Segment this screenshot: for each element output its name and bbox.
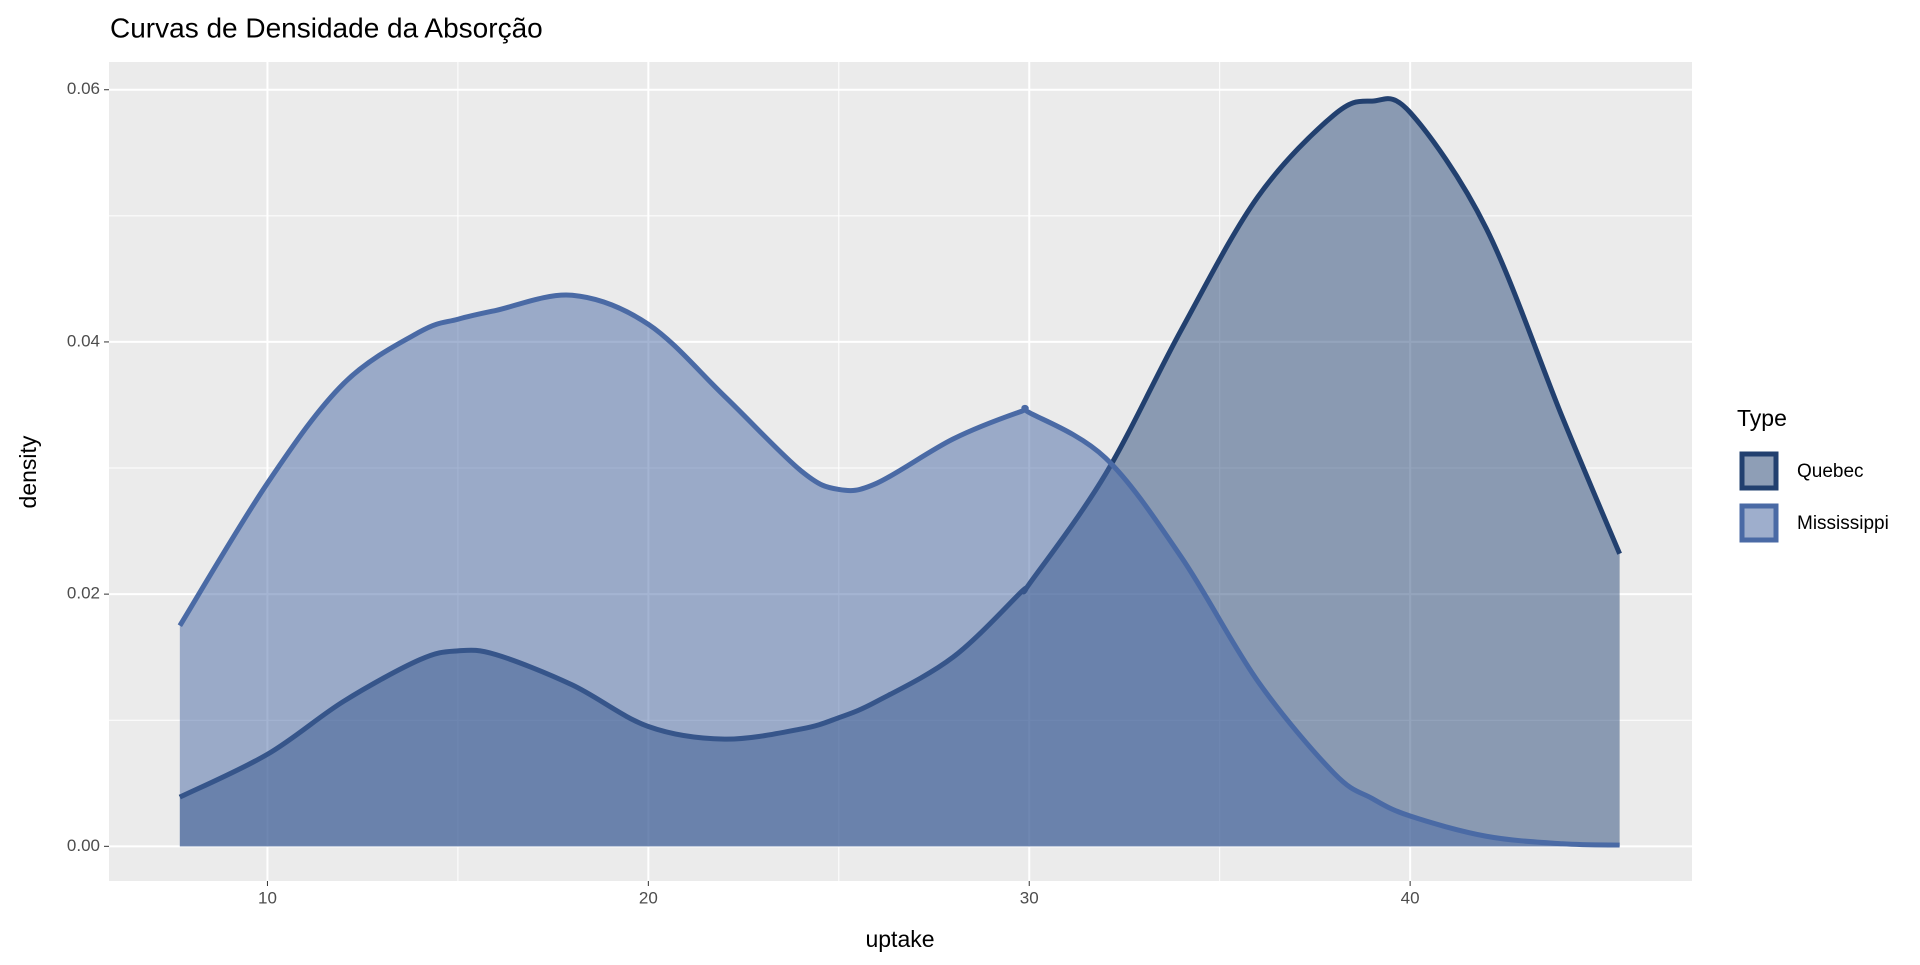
density-area [179,295,1620,847]
density-area [179,98,1620,847]
x-tick-label: 40 [1401,888,1420,907]
y-tick-label: 0.06 [67,79,100,98]
x-tick-label: 20 [639,888,658,907]
legend-label: Quebec [1797,461,1864,482]
chart-title: Curvas de Densidade da Absorção [110,12,543,43]
y-tick-label: 0.00 [67,836,100,855]
legend-swatch [1739,451,1779,491]
y-tick-label: 0.04 [67,331,100,350]
legend-swatch [1739,503,1779,543]
density-line [177,292,1620,848]
x-tick-label: 10 [258,888,277,907]
x-axis-title: uptake [865,926,934,952]
y-axis-title: density [15,435,41,508]
x-tick-label: 30 [1020,888,1039,907]
legend-label: Mississippi [1797,513,1889,534]
y-tick-label: 0.02 [67,584,100,603]
legend-title: Type [1737,405,1787,431]
